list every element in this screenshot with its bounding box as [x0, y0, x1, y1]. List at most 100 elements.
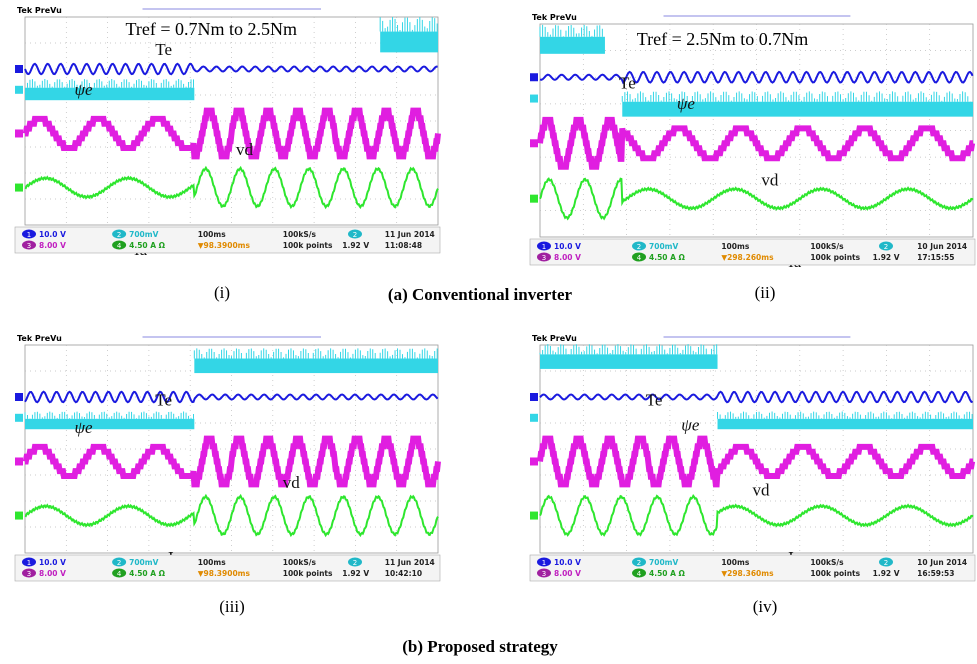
channel-id: 1 [27, 559, 31, 567]
trigger-level: 1.92 V [873, 253, 900, 262]
panel-label: (iv) [753, 597, 778, 616]
page: { "channel_ids": ["1", "2", "3", "4"], "… [0, 0, 977, 664]
flux-trace [540, 354, 718, 369]
channel-id: 2 [884, 243, 888, 251]
channel-setting: 10.0 V [554, 242, 581, 251]
channel-marker [15, 512, 23, 520]
channel-setting: 700mV [649, 558, 678, 567]
channel-setting: 4.50 A Ω [129, 569, 166, 578]
trigger-position: ▼298.260ms [721, 253, 774, 262]
date: 11 Jun 2014 [385, 230, 435, 239]
channel-id: 2 [117, 559, 121, 567]
trigger-level: 1.92 V [342, 569, 369, 578]
channel-setting: 700mV [129, 230, 158, 239]
time: 10:42:10 [385, 569, 422, 578]
date: 10 Jun 2014 [917, 558, 967, 567]
trigger-level: 1.92 V [342, 241, 369, 250]
channel-marker [15, 414, 23, 422]
time: 16:59:53 [917, 569, 954, 578]
flux-trace [25, 419, 194, 429]
trigger-position: ▼298.360ms [721, 569, 774, 578]
group-caption: (a) Conventional inverter [388, 285, 573, 304]
flux-trace [380, 32, 438, 53]
channel-id: 4 [637, 254, 642, 262]
channel-marker [15, 393, 23, 401]
scope-panel: Tek PreVuTeψevdIaTref = 2.5Nm to 0.7Nm11… [530, 13, 975, 271]
channel-setting: 8.00 V [39, 241, 66, 250]
panel-label: (iii) [219, 597, 245, 616]
channel-id: 1 [542, 243, 546, 251]
channel-marker [530, 139, 538, 147]
trace-label: vd [761, 170, 779, 189]
channel-marker [15, 457, 23, 465]
channel-id: 2 [353, 231, 357, 239]
channel-id: 2 [353, 559, 357, 567]
channel-marker [530, 457, 538, 465]
channel-id: 3 [27, 570, 31, 578]
channel-id: 2 [884, 559, 888, 567]
time: 17:15:55 [917, 253, 954, 262]
trace-label: vd [236, 140, 254, 159]
sample-rate: 100kS/s [810, 558, 844, 567]
panel-label: (ii) [755, 283, 776, 302]
timebase: 100ms [721, 558, 749, 567]
trace-label: ψe [75, 418, 94, 437]
trace-label: ψe [75, 80, 94, 99]
annotation: Tref = 2.5Nm to 0.7Nm [637, 29, 809, 49]
scope-header: Tek PreVu [17, 334, 62, 343]
scope-header: Tek PreVu [17, 6, 62, 15]
annotation: Tref = 0.7Nm to 2.5Nm [126, 19, 298, 39]
record-length: 100k points [283, 241, 333, 250]
channel-id: 1 [542, 559, 546, 567]
panel-label: (i) [214, 283, 230, 302]
scope-panel: Tek PreVuTeψevdIa110.0 V38.00 V2700mV44.… [530, 334, 975, 581]
scope-panel: Tek PreVuTeψevdIa110.0 V38.00 V2700mV44.… [15, 334, 440, 581]
date: 10 Jun 2014 [917, 242, 967, 251]
trigger-position: ▼98.3900ms [198, 569, 251, 578]
channel-setting: 4.50 A Ω [649, 569, 686, 578]
flux-trace [540, 37, 605, 54]
channel-marker [530, 393, 538, 401]
trace-label: ψe [681, 416, 700, 435]
channel-setting: 10.0 V [39, 230, 66, 239]
channel-marker [530, 73, 538, 81]
channel-setting: 8.00 V [554, 253, 581, 262]
channel-id: 3 [27, 242, 31, 250]
channel-id: 2 [637, 559, 641, 567]
channel-setting: 10.0 V [554, 558, 581, 567]
channel-marker [15, 184, 23, 192]
channel-setting: 700mV [129, 558, 158, 567]
channel-marker [15, 129, 23, 137]
flux-trace [622, 102, 973, 117]
timebase: 100ms [198, 558, 226, 567]
channel-setting: 4.50 A Ω [649, 253, 686, 262]
channel-id: 4 [117, 570, 122, 578]
channel-marker [15, 65, 23, 73]
flux-trace [718, 419, 973, 429]
record-length: 100k points [810, 569, 860, 578]
channel-marker [530, 95, 538, 103]
flux-trace [194, 359, 438, 374]
channel-marker [530, 512, 538, 520]
channel-setting: 700mV [649, 242, 678, 251]
channel-id: 4 [637, 570, 642, 578]
channel-marker [530, 195, 538, 203]
trigger-position: ▼98.3900ms [198, 241, 251, 250]
channel-id: 3 [542, 254, 546, 262]
channel-setting: 8.00 V [39, 569, 66, 578]
time: 11:08:48 [385, 241, 422, 250]
trace-label: Te [155, 40, 172, 59]
flux-trace [25, 88, 194, 100]
sample-rate: 100kS/s [810, 242, 844, 251]
trace-label: Te [619, 74, 636, 93]
channel-id: 3 [542, 570, 546, 578]
channel-id: 2 [637, 243, 641, 251]
channel-marker [15, 86, 23, 94]
sample-rate: 100kS/s [283, 558, 317, 567]
trace-label: Te [646, 391, 663, 410]
trace-label: ψe [677, 94, 696, 113]
timebase: 100ms [721, 242, 749, 251]
trace-label: vd [753, 481, 771, 500]
channel-setting: 4.50 A Ω [129, 241, 166, 250]
trace-label: Te [155, 391, 172, 410]
